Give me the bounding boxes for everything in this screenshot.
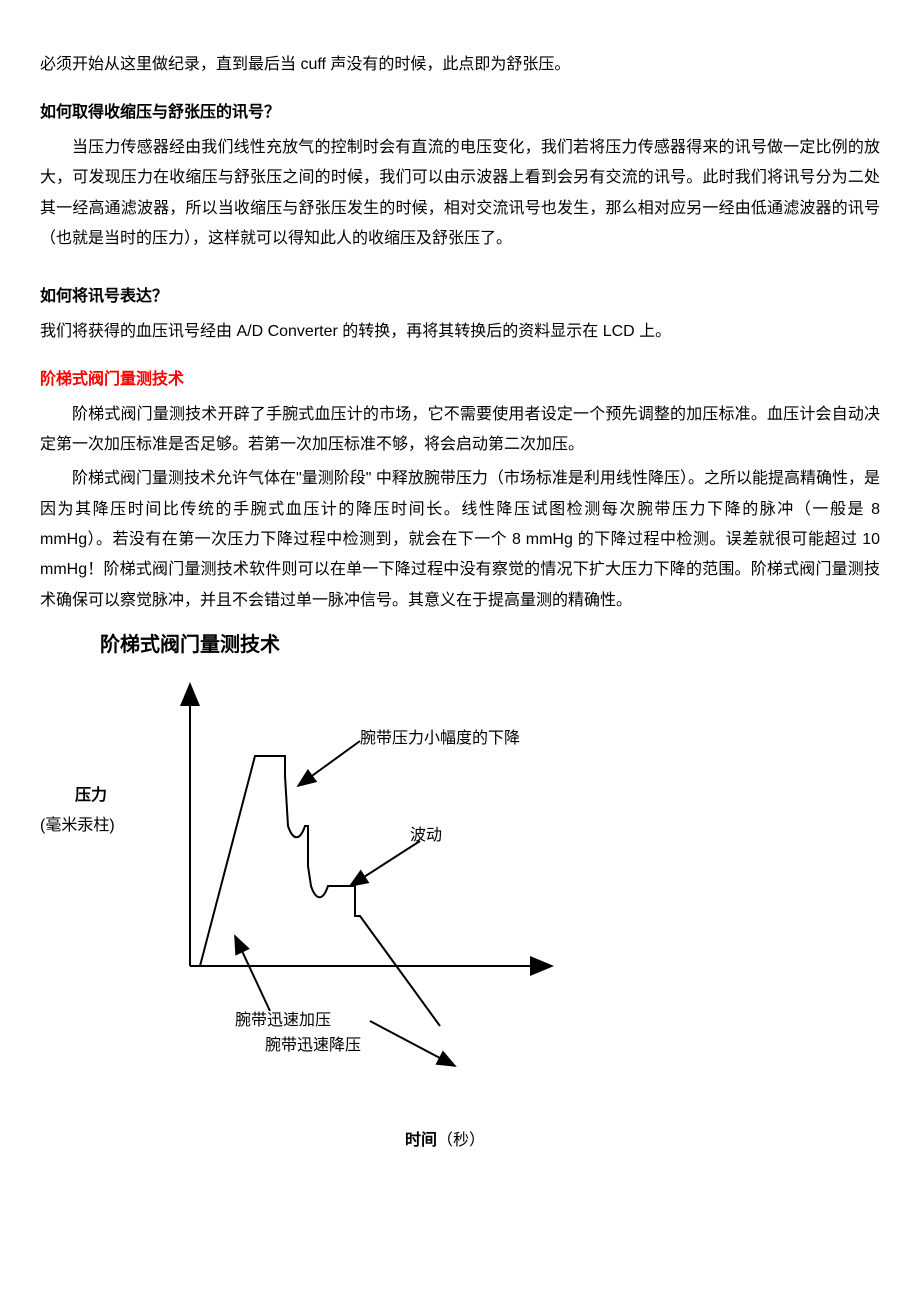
y-axis-label: 压力 [75,781,107,811]
annotation-small-drop: 腕带压力小幅度的下降 [360,724,520,754]
x-axis-label-text: 时间 [405,1132,437,1149]
x-axis-label: 时间（秒） [405,1126,485,1156]
arrow-inflate [235,936,270,1011]
intro-paragraph: 必须开始从这里做纪录，直到最后当 cuff 声没有的时候，此点即为舒张压。 [40,50,880,80]
annotation-wave: 波动 [410,821,442,851]
step-valve-chart: 阶梯式阀门量测技术 压力 (毫米汞柱) 腕带压力小幅度的下降 波动 腕带迅速加压… [40,626,880,1146]
heading-express: 如何将讯号表达？ [40,282,880,312]
chart-title: 阶梯式阀门量测技术 [100,626,280,664]
paragraph-express: 我们将获得的血压讯号经由 A/D Converter 的转换，再将其转换后的资料… [40,317,880,347]
arrow-small-drop [298,741,360,786]
pressure-curve [200,756,440,1026]
chart-svg [40,626,880,1146]
annotation-deflate: 腕带迅速降压 [265,1031,361,1061]
paragraph-signal: 当压力传感器经由我们线性充放气的控制时会有直流的电压变化，我们若将压力传感器得来… [40,133,880,255]
heading-stepvalve: 阶梯式阀门量测技术 [40,365,880,395]
paragraph-stepvalve-2: 阶梯式阀门量测技术允许气体在"量测阶段" 中释放腕带压力（市场标准是利用线性降压… [40,464,880,616]
paragraph-stepvalve-1: 阶梯式阀门量测技术开辟了手腕式血压计的市场，它不需要使用者设定一个预先调整的加压… [40,400,880,461]
arrow-deflate [370,1021,455,1066]
heading-signal: 如何取得收缩压与舒张压的讯号？ [40,98,880,128]
y-axis-unit: (毫米汞柱) [40,811,115,841]
x-axis-label-unit: （秒） [437,1132,485,1149]
